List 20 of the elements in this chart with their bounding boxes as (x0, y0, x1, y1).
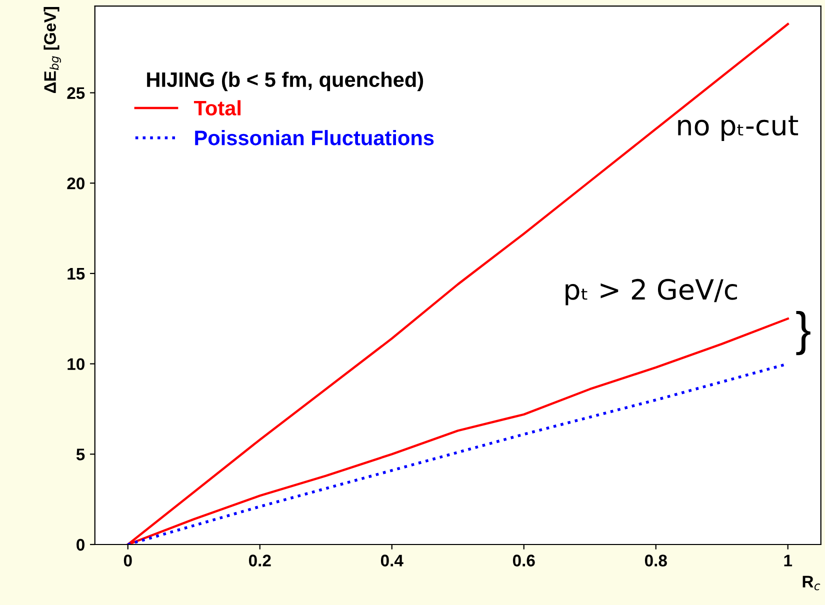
y-tick-label: 10 (68, 358, 84, 370)
y-tick-label: 20 (67, 178, 84, 190)
x-tick-label: 0.6 (512, 554, 535, 566)
x-tick-label: 0.8 (644, 554, 667, 566)
legend-label: Poissonian Fluctuations (195, 130, 434, 146)
y-tick-label: 15 (68, 268, 85, 280)
x-tick-label: 1 (784, 554, 792, 566)
annotation: } (796, 311, 810, 356)
x-tick-label: 0 (124, 554, 132, 566)
y-tick-label: 0 (76, 538, 84, 551)
annotation: HIJING (b < 5 fm, quenched) (147, 72, 424, 92)
annotation: pₜ > 2 GeV/c (566, 278, 737, 306)
x-axis-title: R$_{c}$ (802, 576, 820, 590)
legend-label: Total (194, 100, 240, 116)
x-tick-label: 0.4 (380, 554, 404, 566)
y-tick-label: 5 (76, 448, 85, 460)
y-tick-label: 25 (67, 87, 85, 99)
x-tick-label: 0.2 (248, 554, 271, 566)
annotation: no pₜ-cut (678, 116, 798, 142)
y-axis-title: ΔE$_{bg}$ [GeV] (44, 7, 61, 94)
